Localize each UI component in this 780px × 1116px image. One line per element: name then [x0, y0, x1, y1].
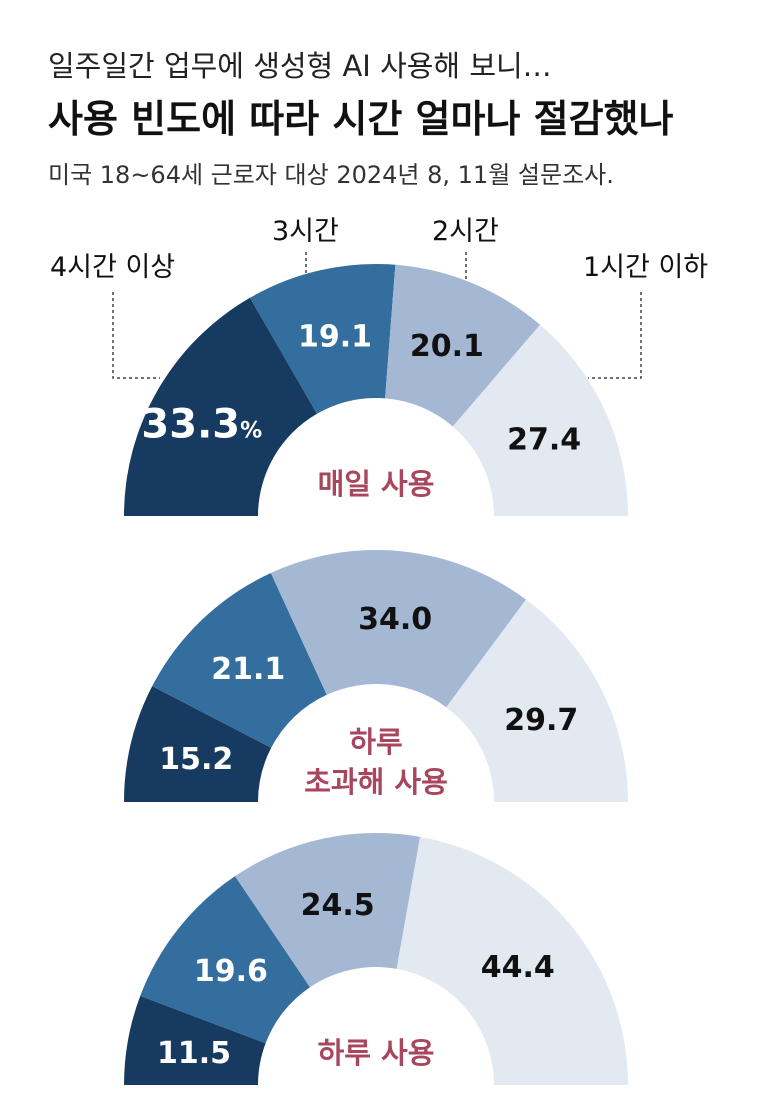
segment-1h-or-less-chart-1 — [452, 324, 628, 516]
value-label-3h-chart-3: 19.6 — [194, 954, 268, 989]
survey-note: 미국 18~64세 근로자 대상 2024년 8, 11월 설문조사. — [48, 161, 614, 189]
value-label-1h-or-less-chart-2: 29.7 — [504, 703, 578, 738]
chart-title: 사용 빈도에 따라 시간 얼마나 절감했나 — [48, 97, 674, 141]
center-label-chart-3: 하루 사용 — [318, 1036, 435, 1070]
value-label-3h-chart-2: 21.1 — [211, 652, 285, 687]
value-label-2h-chart-3: 24.5 — [301, 888, 375, 923]
percent-unit: % — [240, 419, 262, 444]
center-label-line: 하루 — [349, 725, 402, 759]
segment-2h-chart-2 — [270, 550, 527, 708]
center-label-chart-1: 매일 사용 — [318, 467, 435, 501]
leader-line-4h-plus — [112, 292, 160, 379]
leader-line-1h-or-less — [588, 292, 642, 379]
half-donut-chart-1: 33.3%19.1 20.127.4매일 사용 — [124, 264, 628, 516]
value-label-2h-chart-1: 20.1 — [410, 329, 484, 364]
segment-4h-plus-chart-3 — [124, 995, 266, 1085]
segment-2h-chart-3 — [235, 833, 421, 988]
category-label-4h-plus: 4시간 이상 — [50, 252, 175, 283]
value-label-1h-or-less-chart-1: 27.4 — [507, 423, 581, 458]
value-label-4h-plus-chart-2: 15.2 — [159, 742, 233, 777]
segment-3h-chart-2 — [152, 572, 327, 748]
category-label-1h-or-less: 1시간 이하 — [583, 252, 708, 283]
segment-2h-chart-1 — [385, 264, 541, 427]
segment-1h-or-less-chart-2 — [446, 599, 628, 802]
chart-subtitle: 일주일간 업무에 생성형 AI 사용해 보니… — [48, 49, 552, 83]
segment-1h-or-less-chart-3 — [396, 836, 628, 1085]
value-label-3h-chart-1: 19.1 — [298, 320, 372, 355]
segment-4h-plus-chart-1 — [124, 297, 317, 516]
half-donut-chart-3: 11.5 19.6 24.5 44.4 하루 사용 — [124, 833, 628, 1085]
center-label-line: 초과해 사용 — [304, 765, 448, 799]
segment-4h-plus-chart-2 — [124, 686, 272, 802]
segment-3h-chart-3 — [140, 876, 310, 1044]
value-label-2h-chart-2: 34.0 — [358, 602, 432, 637]
category-label-2h: 2시간 — [432, 216, 499, 247]
category-label-3h: 3시간 — [272, 216, 339, 247]
value-label-1h-or-less-chart-3: 44.4 — [481, 950, 555, 985]
value-label-4h-plus-chart-3: 11.5 — [157, 1036, 231, 1071]
segment-3h-chart-1 — [250, 264, 396, 414]
